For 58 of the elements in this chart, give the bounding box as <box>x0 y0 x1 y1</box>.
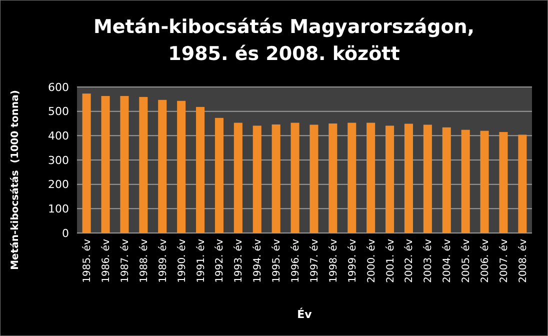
x-tick-label: 1996. év <box>290 238 302 283</box>
bar <box>480 130 489 233</box>
x-tick-label: 1999. év <box>347 238 358 283</box>
y-tick-label: 300 <box>48 154 69 167</box>
x-tick-label: 2006. év <box>480 238 492 283</box>
y-tick-label: 200 <box>48 178 69 192</box>
x-tick-label: 2002. év <box>404 238 416 283</box>
x-tick-label: 1995. év <box>272 238 283 283</box>
x-tick-label: 1994. év <box>252 238 264 283</box>
bar <box>214 118 224 233</box>
x-tick-label: 1998. év <box>328 238 340 283</box>
y-tick-label: 0 <box>62 226 69 240</box>
x-tick-label: 2000. év <box>366 238 378 283</box>
x-tick-label: 2004. év <box>442 238 454 283</box>
bar <box>404 124 413 233</box>
y-axis-title: Metán-kibocsátás (1000 tonna) <box>10 90 21 270</box>
x-tick-label: 1992. év <box>214 238 226 283</box>
bar <box>348 122 356 233</box>
bar <box>272 124 280 233</box>
x-axis-title: Év <box>297 307 313 321</box>
x-tick-label: 2008. év <box>518 238 529 283</box>
bar <box>423 124 432 233</box>
bar <box>82 94 91 233</box>
y-tick-label: 400 <box>48 130 69 143</box>
bar <box>328 124 338 233</box>
bar <box>158 100 167 233</box>
bar <box>499 132 508 233</box>
bar <box>234 122 242 233</box>
bar <box>442 127 451 233</box>
y-tick-label: 100 <box>48 202 69 216</box>
x-tick-label: 2003. év <box>423 238 434 283</box>
bar <box>120 96 129 233</box>
bar <box>101 96 110 233</box>
x-tick-label: 1985. év <box>82 238 94 283</box>
bar <box>310 124 318 233</box>
x-tick-label: 1986. év <box>101 238 112 283</box>
x-tick-label: 1990. év <box>176 238 188 283</box>
x-tick-label: 2001. év <box>385 238 396 283</box>
chart-title: Metán-kibocsátás Magyarországon, 1985. és 2008. között <box>93 16 475 65</box>
x-tick-label: 2005. év <box>461 238 472 283</box>
bar <box>252 126 262 233</box>
bar <box>386 126 394 233</box>
x-tick-label: 1993. év <box>234 238 245 283</box>
y-tick-label: 600 <box>48 80 69 94</box>
x-tick-label: 2007. év <box>498 238 510 283</box>
x-tick-label: 1989. év <box>158 238 169 283</box>
bar <box>518 134 527 233</box>
bar <box>461 130 470 233</box>
x-tick-label: 1997. év <box>309 238 320 283</box>
x-tick-label: 1991. év <box>196 238 207 283</box>
y-tick-label: 500 <box>48 105 69 118</box>
bar <box>366 122 376 233</box>
x-tick-label: 1988. év <box>138 238 150 283</box>
bar <box>290 122 300 233</box>
x-tick-label: 1987. év <box>120 238 131 283</box>
bar <box>177 100 186 233</box>
bar <box>139 96 148 233</box>
bar <box>196 106 205 233</box>
